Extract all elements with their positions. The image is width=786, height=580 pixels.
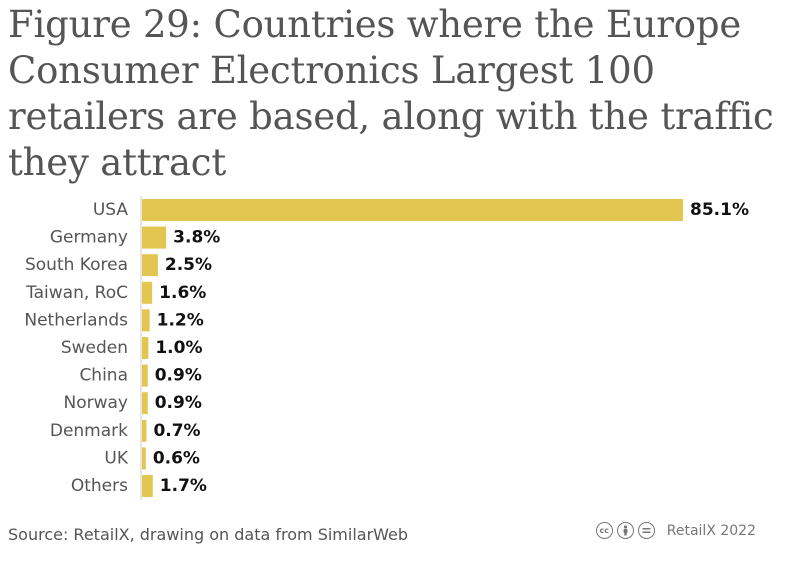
license-and-brand: cc RetailX 2022: [595, 522, 756, 539]
value-label: 0.7%: [153, 421, 200, 441]
category-label: Norway: [64, 393, 129, 413]
value-label: 1.6%: [159, 283, 206, 303]
value-label: 3.8%: [173, 228, 220, 248]
bar-south-korea: [142, 254, 158, 277]
by-icon: [616, 522, 634, 539]
value-label: 1.2%: [157, 310, 204, 330]
value-label: 0.9%: [155, 366, 202, 386]
bar-norway: [142, 392, 148, 415]
bar-netherlands: [142, 309, 150, 332]
category-label: China: [79, 366, 128, 386]
bar-taiwan-roc: [142, 281, 153, 304]
nd-icon: [637, 522, 655, 539]
bar-sweden: [142, 337, 149, 359]
value-label: 2.5%: [165, 255, 212, 275]
category-label: Sweden: [61, 338, 128, 358]
by-person-glyph: [623, 525, 628, 536]
value-label: 1.7%: [160, 476, 207, 496]
category-label: Others: [71, 476, 128, 496]
bar-uk: [142, 447, 146, 470]
bar-usa: [142, 199, 683, 221]
bar-germany: [142, 226, 167, 249]
category-label: Denmark: [50, 421, 128, 441]
category-label: Netherlands: [24, 310, 128, 330]
value-label: 85.1%: [690, 200, 749, 220]
source-note: Source: RetailX, drawing on data from Si…: [8, 525, 409, 544]
category-label: South Korea: [25, 255, 128, 275]
category-label: USA: [93, 200, 129, 220]
value-label: 0.6%: [153, 448, 200, 468]
nd-equals-glyph: [642, 528, 651, 533]
chart-title: Figure 29: Countries where the Europe Co…: [8, 3, 774, 184]
category-label: UK: [104, 448, 128, 468]
value-label: 1.0%: [155, 338, 202, 358]
bar-china: [142, 364, 148, 387]
brand-label: RetailX 2022: [666, 522, 756, 539]
bar-denmark: [142, 419, 147, 442]
category-label: Germany: [50, 228, 128, 248]
cc-icon: cc: [595, 522, 613, 539]
value-label: 0.9%: [155, 393, 202, 413]
category-label: Taiwan, RoC: [25, 283, 128, 303]
bar-others: [142, 475, 153, 497]
